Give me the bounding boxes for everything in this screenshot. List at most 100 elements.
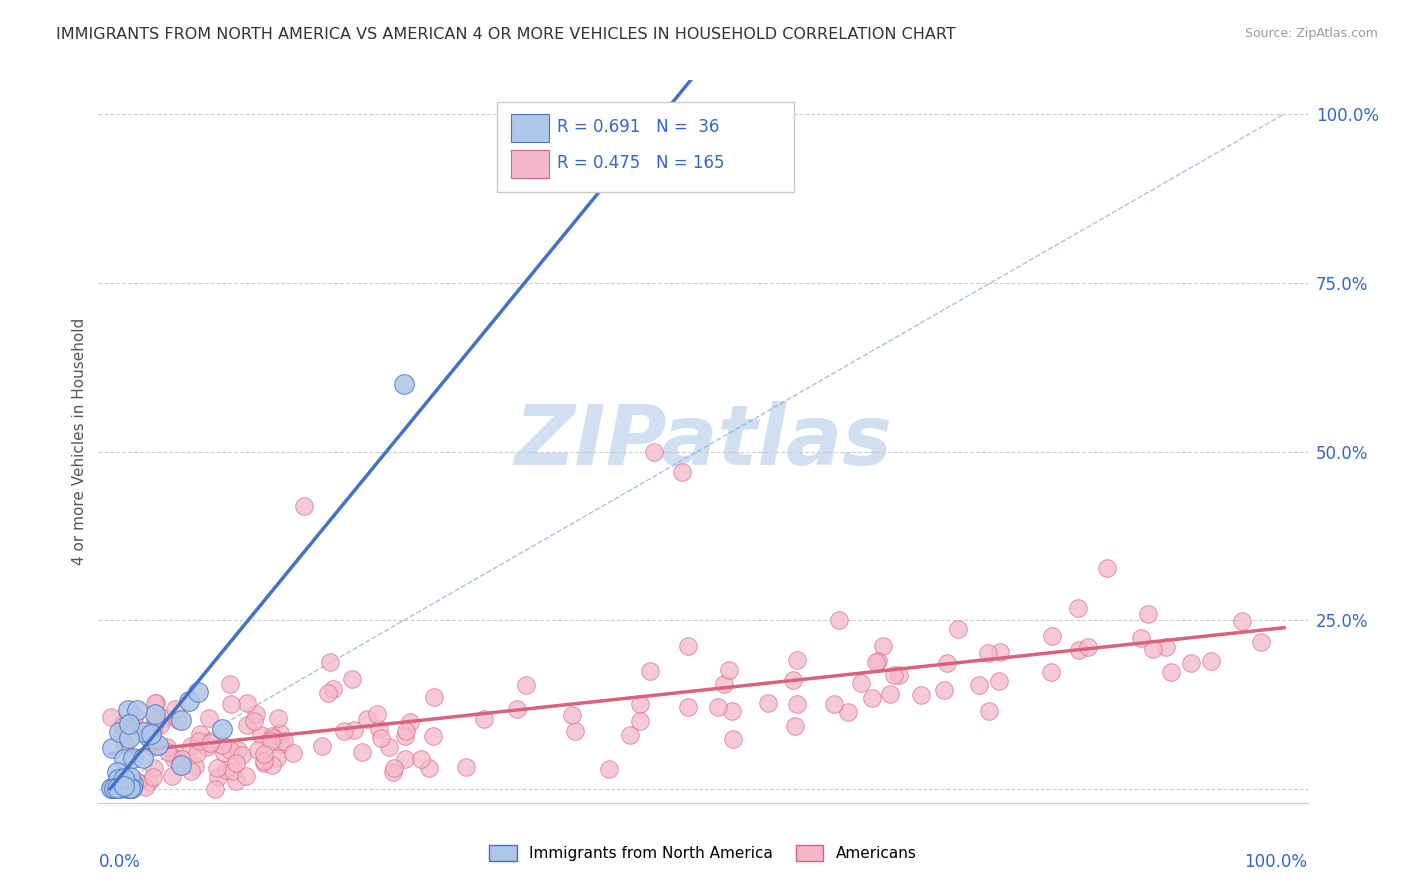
Point	[676, 699, 699, 714]
Point	[273, 734, 295, 748]
Point	[160, 769, 183, 783]
Point	[1077, 640, 1099, 655]
Point	[198, 736, 221, 750]
Text: 0.0%: 0.0%	[98, 854, 141, 871]
Point	[166, 750, 188, 764]
Point	[142, 719, 165, 733]
Point	[204, 781, 226, 796]
Point	[225, 773, 247, 788]
Point	[180, 739, 202, 754]
Point	[114, 736, 136, 750]
Point	[105, 764, 128, 779]
Point	[1199, 654, 1222, 668]
Point	[934, 683, 956, 698]
Point	[250, 728, 273, 742]
Point	[786, 697, 808, 711]
Point	[628, 714, 651, 729]
Point	[260, 758, 283, 772]
Point	[226, 743, 249, 757]
Point	[132, 725, 155, 739]
Point	[935, 656, 957, 670]
Point	[120, 770, 142, 784]
Point	[118, 780, 141, 795]
Point	[910, 688, 932, 702]
Point	[253, 756, 276, 771]
Point	[152, 711, 174, 725]
Point	[117, 703, 139, 717]
Point	[260, 734, 283, 748]
Point	[865, 655, 887, 669]
Point	[145, 696, 167, 710]
Point	[676, 639, 699, 653]
Point	[1040, 665, 1063, 679]
Point	[107, 781, 129, 796]
Point	[879, 687, 901, 701]
Point	[253, 747, 276, 761]
Point	[515, 678, 537, 692]
Point	[121, 780, 143, 795]
Point	[143, 707, 166, 722]
Point	[112, 752, 135, 766]
Point	[1066, 601, 1088, 615]
Point	[1250, 635, 1272, 649]
Point	[378, 739, 401, 754]
Y-axis label: 4 or more Vehicles in Household: 4 or more Vehicles in Household	[72, 318, 87, 566]
Point	[1129, 632, 1152, 646]
Point	[101, 780, 124, 795]
Point	[107, 772, 129, 786]
Point	[157, 745, 180, 759]
Point	[619, 728, 641, 742]
Point	[260, 729, 283, 743]
Point	[849, 676, 872, 690]
Point	[105, 780, 128, 795]
Point	[977, 646, 1000, 660]
Point	[156, 739, 179, 754]
Point	[122, 751, 145, 765]
Point	[340, 672, 363, 686]
Point	[212, 746, 235, 760]
Point	[112, 779, 135, 793]
Point	[100, 710, 122, 724]
Point	[101, 781, 124, 796]
Point	[828, 613, 851, 627]
Point	[142, 771, 165, 785]
Point	[1154, 640, 1177, 654]
Point	[138, 774, 160, 789]
Point	[988, 645, 1011, 659]
Point	[721, 704, 744, 718]
Point	[318, 686, 340, 700]
Point	[366, 707, 388, 722]
Point	[236, 697, 259, 711]
Point	[118, 731, 141, 745]
Point	[423, 690, 446, 704]
Point	[267, 711, 290, 725]
Point	[283, 747, 305, 761]
Point	[253, 754, 276, 768]
Point	[245, 706, 267, 721]
Point	[197, 711, 219, 725]
Point	[247, 743, 270, 757]
Point	[887, 667, 910, 681]
Point	[120, 780, 142, 795]
Point	[100, 780, 122, 795]
Point	[837, 706, 859, 720]
Point	[987, 674, 1010, 689]
Point	[112, 719, 135, 733]
Point	[163, 752, 186, 766]
Point	[270, 737, 292, 751]
Point	[221, 698, 243, 712]
FancyBboxPatch shape	[510, 113, 550, 142]
Point	[1095, 561, 1118, 575]
Text: R = 0.691   N =  36: R = 0.691 N = 36	[557, 119, 718, 136]
Point	[200, 733, 222, 747]
Point	[195, 739, 218, 754]
Point	[713, 676, 735, 690]
Point	[236, 718, 259, 732]
Text: Source: ZipAtlas.com: Source: ZipAtlas.com	[1244, 27, 1378, 40]
Point	[860, 690, 883, 705]
Point	[311, 739, 333, 753]
Point	[105, 781, 128, 796]
Point	[638, 664, 661, 678]
Point	[350, 745, 373, 759]
Text: ZIPatlas: ZIPatlas	[515, 401, 891, 482]
